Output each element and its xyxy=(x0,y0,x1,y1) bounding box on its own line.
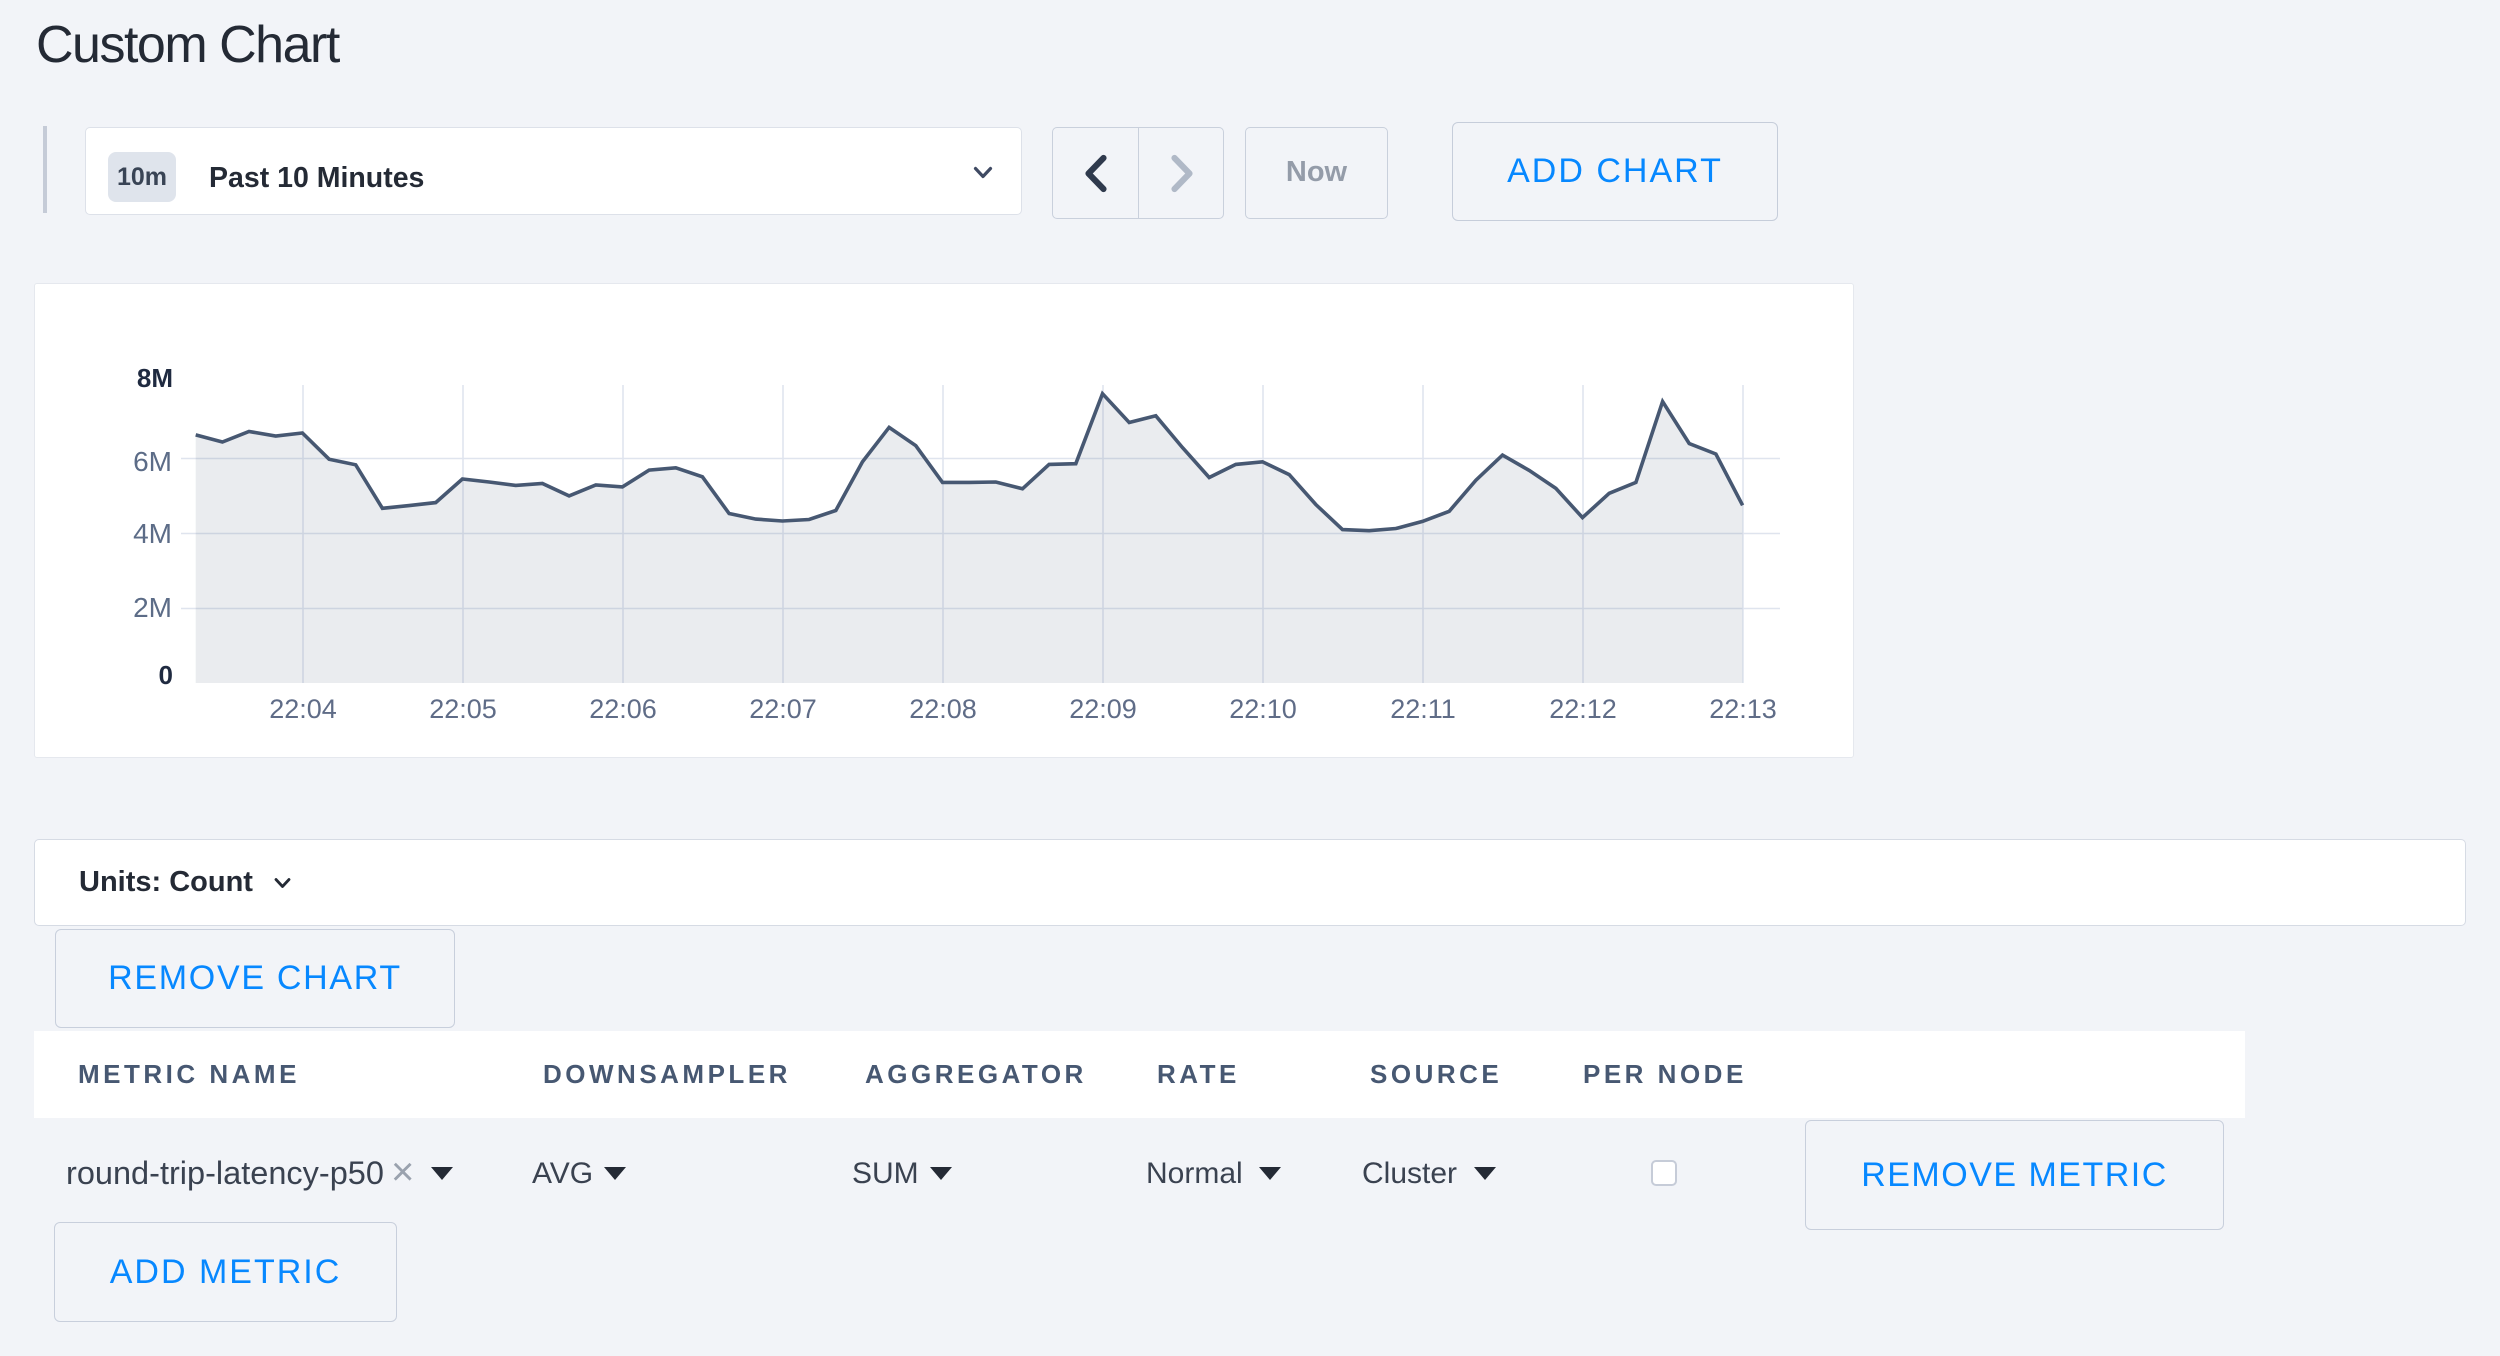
svg-text:6M: 6M xyxy=(133,446,172,477)
svg-text:22:04: 22:04 xyxy=(269,694,337,724)
svg-text:22:08: 22:08 xyxy=(909,694,977,724)
svg-text:0: 0 xyxy=(159,660,173,690)
svg-text:22:09: 22:09 xyxy=(1069,694,1137,724)
svg-text:22:13: 22:13 xyxy=(1709,694,1777,724)
svg-text:22:05: 22:05 xyxy=(429,694,497,724)
svg-text:22:06: 22:06 xyxy=(589,694,657,724)
svg-text:22:12: 22:12 xyxy=(1549,694,1617,724)
svg-text:22:11: 22:11 xyxy=(1390,694,1456,724)
svg-text:22:07: 22:07 xyxy=(749,694,817,724)
svg-text:4M: 4M xyxy=(133,518,172,549)
svg-text:2M: 2M xyxy=(133,592,172,623)
svg-text:8M: 8M xyxy=(137,363,173,393)
svg-text:22:10: 22:10 xyxy=(1229,694,1297,724)
